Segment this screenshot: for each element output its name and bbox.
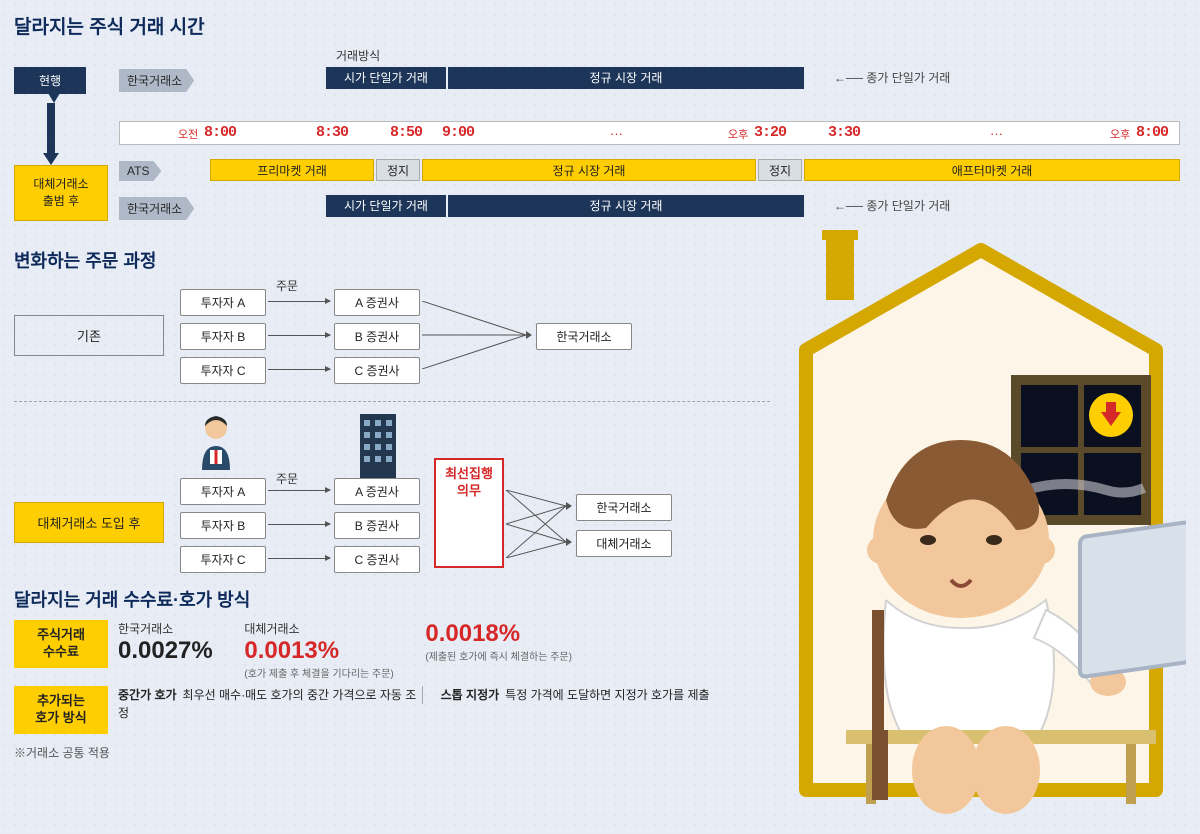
investor-b: 투자자 B	[180, 323, 266, 350]
broker-c-2: C 증권사	[334, 546, 420, 573]
section3-title: 달라지는 거래 수수료·호가 방식	[14, 586, 770, 612]
bar-aftermarket: 애프터마켓 거래	[804, 159, 1180, 181]
arrow-down-icon	[43, 153, 59, 165]
footnote: ※거래소 공통 적용	[14, 744, 770, 761]
fee-value: 0.0027%	[118, 637, 213, 665]
dest-ats: 대체거래소	[576, 530, 672, 557]
fee-ats-2: 0.0018% (제출된 호가에 즉시 체결하는 주문)	[425, 620, 572, 663]
arrow-horiz-icon	[268, 524, 330, 525]
investor-a: 투자자 A	[180, 289, 266, 316]
label-closing-auction-2: ←── 종가 단일가 거래	[834, 197, 950, 214]
order-label: 주문	[276, 277, 298, 294]
fee-sub: (제출된 호가에 즉시 체결하는 주문)	[425, 648, 572, 663]
fee-value: 0.0013%	[244, 637, 393, 665]
label-current: 현행	[14, 67, 86, 94]
broker-a: A 증권사	[334, 289, 420, 316]
investor-c-2: 투자자 C	[180, 546, 266, 573]
bar-opening-auction: 시가 단일가 거래	[326, 67, 446, 89]
time-800pm: 8:00	[1136, 124, 1168, 141]
label-closing-auction: ←── 종가 단일가 거래	[834, 69, 950, 86]
arrow-stem	[47, 103, 55, 155]
quote-row-label: 추가되는 호가 방식	[14, 686, 108, 734]
time-830: 8:30	[316, 124, 348, 141]
before-label: 기존	[14, 315, 164, 356]
fee-ats-1: 대체거래소 0.0013% (호가 제출 후 체결을 기다리는 주문)	[244, 620, 393, 680]
investor-b-2: 투자자 B	[180, 512, 266, 539]
time-900: 9:00	[442, 124, 474, 141]
quote-midpoint: 중간가 호가최우선 매수·매도 호가의 중간 가격으로 자동 조정	[118, 686, 418, 722]
bar-premarket: 프리마켓 거래	[210, 159, 374, 181]
tag-krx-after: 한국거래소	[119, 197, 194, 220]
split-lines	[506, 490, 572, 558]
arrow-horiz-icon	[268, 301, 330, 302]
fee-value: 0.0018%	[425, 620, 572, 648]
divider	[14, 401, 770, 402]
row-fees: 주식거래 수수료 한국거래소 0.0027% 대체거래소 0.0013% (호가…	[14, 620, 770, 680]
pm-label-2: 오후	[1110, 126, 1130, 142]
header-trade-method: 거래방식	[336, 47, 380, 64]
arrow-horiz-icon	[268, 335, 330, 336]
time-850: 8:50	[390, 124, 422, 141]
arrow-horiz-icon	[268, 558, 330, 559]
bar-regular-session: 정규 시장 거래	[448, 67, 804, 89]
quote-head: 스톱 지정가	[441, 688, 500, 702]
arrow-horiz-icon	[268, 490, 330, 491]
section-order-process: 변화하는 주문 과정 주문 기존 투자자 A 투자자 B 투자자 C A 증권사…	[14, 247, 770, 576]
fee-sub: (호가 제출 후 체결을 기다리는 주문)	[244, 665, 393, 680]
person-icon	[190, 412, 242, 472]
tag-ats: ATS	[119, 161, 161, 181]
arrow-horiz-icon	[268, 369, 330, 370]
section1-title: 달라지는 주식 거래 시간	[14, 12, 1186, 39]
quote-desc-text: 특정 가격에 도달하면 지정가 호가를 제출	[505, 688, 709, 702]
fee-name: 한국거래소	[118, 620, 213, 637]
section-trading-hours: 달라지는 주식 거래 시간 거래방식 현행 한국거래소 시가 단일가 거래 정규…	[14, 12, 1186, 229]
row-quote-types: 추가되는 호가 방식 중간가 호가최우선 매수·매도 호가의 중간 가격으로 자…	[14, 686, 770, 738]
time-ellipsis: ···	[610, 126, 623, 141]
quote-stop: 스톱 지정가 특정 가격에 도달하면 지정가 호가를 제출	[422, 686, 732, 704]
investor-c: 투자자 C	[180, 357, 266, 384]
arrow-down-icon	[48, 93, 60, 103]
quote-head: 중간가 호가	[118, 688, 177, 702]
time-320pm: 3:20	[754, 124, 786, 141]
bar-opening-auction-2: 시가 단일가 거래	[326, 195, 446, 217]
pm-label: 오후	[728, 126, 748, 142]
dest-krx: 한국거래소	[576, 494, 672, 521]
building-icon	[354, 410, 402, 478]
bar-regular-session-2: 정규 시장 거래	[448, 195, 804, 217]
time-800am: 8:00	[204, 124, 236, 141]
flow-before: 주문 기존 투자자 A 투자자 B 투자자 C A 증권사 B 증권사 C 증권…	[14, 283, 770, 393]
broker-b: B 증권사	[334, 323, 420, 350]
bar-pause-2: 정지	[758, 159, 802, 181]
time-330: 3:30	[828, 124, 860, 141]
section2-title: 변화하는 주문 과정	[14, 247, 770, 273]
fee-row-label: 주식거래 수수료	[14, 620, 108, 668]
broker-b-2: B 증권사	[334, 512, 420, 539]
broker-a-2: A 증권사	[334, 478, 420, 505]
converge-lines	[422, 301, 532, 369]
section-fees-quotes: 달라지는 거래 수수료·호가 방식 주식거래 수수료 한국거래소 0.0027%…	[14, 586, 770, 761]
tag-krx-current: 한국거래소	[119, 69, 194, 92]
best-execution-box: 최선집행 의무	[434, 458, 504, 568]
investor-a-2: 투자자 A	[180, 478, 266, 505]
order-label-2: 주문	[276, 470, 298, 487]
bar-ats-regular: 정규 시장 거래	[422, 159, 756, 181]
krx-single: 한국거래소	[536, 323, 632, 350]
timeline: 거래방식 현행 한국거래소 시가 단일가 거래 정규 시장 거래 ←── 종가 …	[14, 49, 1186, 229]
after-label: 대체거래소 도입 후	[14, 502, 164, 543]
time-ellipsis-2: ···	[990, 126, 1003, 141]
fee-krx: 한국거래소 0.0027%	[118, 620, 213, 665]
time-strip: 오전 8:00 8:30 8:50 9:00 ··· 오후 3:20 3:30 …	[119, 121, 1180, 145]
label-after-ats: 대체거래소 출범 후	[14, 165, 108, 221]
fee-name: 대체거래소	[244, 620, 393, 637]
flow-after: 주문 대체거래소 도입 후 투자자 A 투자자 B 투자자 C A 증권사 B …	[14, 416, 770, 576]
bar-pause-1: 정지	[376, 159, 420, 181]
am-label: 오전	[178, 126, 198, 142]
broker-c: C 증권사	[334, 357, 420, 384]
